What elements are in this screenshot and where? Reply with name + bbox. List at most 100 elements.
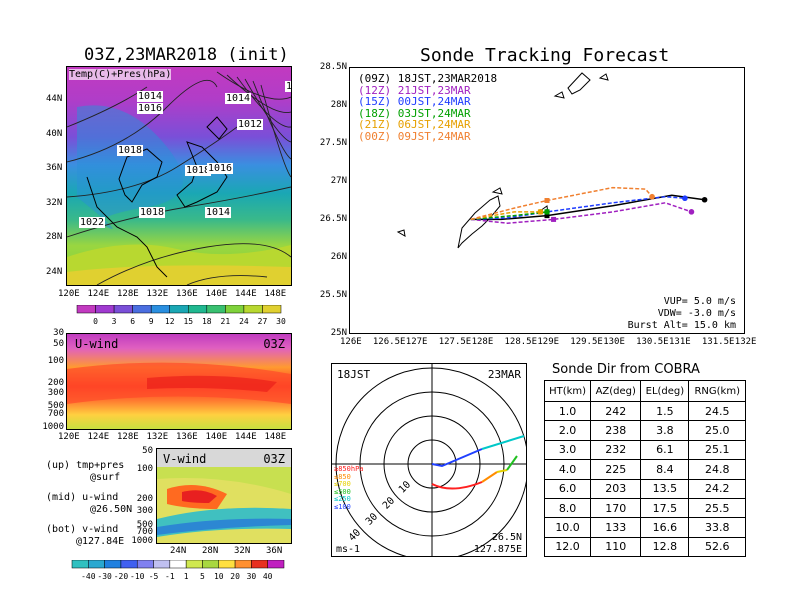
temp-colorbar-tick: 3	[112, 317, 117, 326]
table-cell: 6.0	[543, 478, 592, 499]
v-pressure-tick: 100	[136, 464, 153, 474]
u-lon-tick: 136E	[176, 432, 198, 442]
wind-colorbar-tick: 40	[263, 572, 273, 581]
temp-pressure-map: Temp(C)+Pres(hPa) 1014101610141010101210…	[66, 66, 292, 286]
map-lon-tick: 148E	[264, 289, 287, 299]
track-lon-tick: 128.5E	[504, 337, 538, 347]
track-lon-tick: 127.5E	[438, 337, 472, 347]
track-lat-tick: 27N	[330, 176, 347, 186]
param-burst: Burst Alt= 15.0 km	[627, 320, 736, 331]
table-cell: 8.0	[543, 497, 592, 519]
v-pressure-tick: 700	[136, 527, 153, 537]
wind-colorbar-tick: -40	[81, 572, 96, 581]
track-line	[470, 186, 653, 221]
u-wind-label: U-wind	[75, 337, 119, 351]
track-end-marker	[649, 193, 655, 200]
u-pressure-tick: 30	[53, 328, 64, 338]
wind-colorbar-cell	[88, 560, 105, 569]
track-end-marker	[701, 196, 708, 203]
track-burst-marker	[551, 216, 557, 222]
track-lon-tick: 127E	[405, 337, 428, 347]
isobar-label: 1014	[205, 207, 232, 218]
v-lat-tick: 36N	[266, 546, 283, 556]
polar-svg	[332, 364, 526, 556]
table-row: 10.0 133 16.6 33.8	[543, 517, 746, 538]
track-svg	[396, 72, 708, 249]
wind-colorbar-tick: -1	[165, 572, 175, 581]
table-row: 12.0 110 12.8 52.6	[543, 536, 746, 558]
legend-entry: (12Z) 21JST,23MAR	[358, 83, 471, 97]
table-cell: 242	[590, 400, 642, 422]
table-cell: 6.1	[640, 439, 690, 461]
map-lon-tick: 120E	[58, 289, 80, 299]
table-cell: 133	[590, 517, 642, 538]
temp-colorbar-tick: 18	[202, 317, 212, 326]
pressure-legend-entry: ≤700	[334, 480, 351, 488]
track-end-marker	[682, 195, 688, 202]
v-wind-label: V-wind	[163, 452, 207, 466]
table-row: 1.0 242 1.5 24.5	[543, 400, 746, 422]
legend-entry: (15Z) 00JST,24MAR	[358, 95, 471, 108]
u-pressure-tick: 500	[47, 401, 64, 411]
pressure-legend-entry: ≤850	[334, 472, 351, 481]
map-lon-tick: 140E	[205, 289, 228, 299]
track-lon-tick: 129E	[537, 337, 560, 347]
table-cell: 225	[590, 459, 642, 480]
table-cell: 2.0	[543, 420, 592, 441]
legend-entry: (09Z) 18JST,23MAR2018	[358, 72, 498, 85]
track-map: (09Z) 18JST,23MAR2018 (12Z) 21JST,23MAR (1…	[349, 67, 745, 334]
polar-date: 23MAR	[487, 368, 521, 381]
u-lon-tick: 140E	[205, 432, 228, 442]
isobar-label: 1022	[79, 217, 106, 228]
wind-colorbar-tick: 30	[247, 572, 257, 581]
isobar-label: 1018	[185, 165, 212, 176]
v-pressure-tick: 500	[136, 520, 153, 530]
u-lon-tick: 124E	[87, 432, 110, 442]
track-burst-marker	[544, 213, 550, 219]
isobar-label: 1014	[225, 93, 252, 104]
temp-colorbar-cell	[150, 305, 170, 314]
table-cell: 25.0	[688, 420, 746, 441]
map-lon-tick: 132E	[146, 289, 169, 299]
track-line	[470, 202, 692, 224]
track-burst-marker	[537, 209, 543, 215]
temp-colorbar-cell	[188, 305, 208, 314]
polar-lon: 127.875E	[473, 544, 522, 555]
v-pressure-tick: 1000	[131, 536, 153, 546]
wind-colorbar-cell	[153, 560, 171, 569]
note-up-sub: @surf	[90, 472, 121, 483]
table-row: 3.0 232 6.1 25.1	[543, 439, 746, 461]
table-cell: 24.5	[688, 400, 746, 422]
temp-colorbar-tick: 12	[165, 317, 175, 326]
temp-colorbar-cell	[243, 305, 263, 314]
track-line	[470, 194, 705, 221]
legend-entry: (18Z) 03JST,24MAR	[358, 106, 471, 120]
u-wind-svg	[67, 334, 291, 429]
map-lat-tick: 28N	[46, 232, 63, 242]
note-bot: (bot) v-wind	[46, 524, 119, 535]
track-lon-tick: 128E	[471, 337, 494, 347]
wind-colorbar-cell	[169, 560, 187, 569]
temp-colorbar-tick: 30	[276, 317, 286, 326]
track-lat-tick: 25.5N	[319, 290, 347, 300]
track-line	[470, 195, 685, 221]
left-title: 03Z,23MAR2018 (init)	[84, 45, 289, 65]
temp-colorbar-tick: 21	[221, 317, 231, 326]
wind-colorbar-tick: 5	[200, 572, 205, 581]
polar-lat: 26.5N	[491, 532, 522, 543]
table-cell: 1.5	[640, 400, 690, 422]
temp-colorbar-tick: 24	[239, 317, 249, 326]
u-lon-tick: 132E	[146, 432, 169, 442]
table-cell: 52.6	[688, 536, 746, 558]
note-mid-sub: @26.50N	[90, 504, 133, 515]
table-row: 6.0 203 13.5 24.2	[543, 478, 746, 499]
v-wind-svg	[157, 449, 291, 543]
isobar-label: 1014	[137, 91, 164, 102]
wind-colorbar-tick: -20	[114, 572, 129, 581]
track-lon-tick: 126E	[340, 337, 362, 347]
u-lon-tick: 120E	[58, 432, 80, 442]
map-lat-tick: 24N	[46, 266, 63, 277]
table-title: Sonde Dir from COBRA	[552, 362, 700, 377]
note-mid: (mid) u-wind	[46, 492, 119, 503]
table-cell: 13.5	[640, 478, 690, 499]
